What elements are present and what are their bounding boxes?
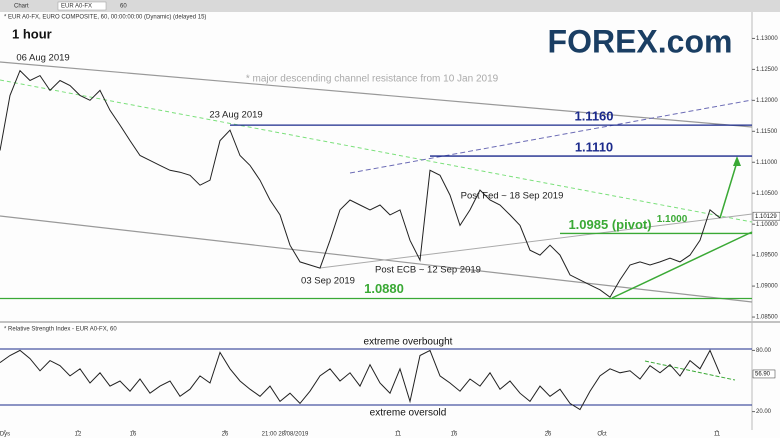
level-label: 1.1000	[657, 214, 688, 225]
channel-resistance	[0, 61, 753, 128]
annotation: Post Fed ~ 18 Sep 2019	[461, 191, 564, 202]
annotation: Post ECB ~ 12 Sep 2019	[375, 265, 481, 276]
y-tick-label: 80.00	[756, 348, 772, 354]
header: * EUR A0-FX, EURO COMPOSITE, 60, 00:00:0…	[4, 15, 206, 21]
toolbar-chart[interactable]: Chart	[14, 4, 29, 10]
x-tick-label: 26	[545, 432, 552, 438]
last-price: 1.10129	[755, 214, 777, 220]
trend-dashed-upper	[349, 99, 753, 174]
y-tick-label: 1.12000	[756, 98, 778, 104]
arrow-head	[733, 156, 741, 166]
channel-support	[0, 215, 753, 303]
toolbar-interval[interactable]: 60	[120, 4, 127, 10]
trend-dashed	[0, 79, 753, 223]
x-tick-label: 26	[222, 432, 229, 438]
x-tick-label: 12	[75, 432, 82, 438]
last-value: 56.90	[755, 372, 771, 378]
level-label: 1.0985 (pivot)	[568, 217, 651, 232]
y-tick-label: 1.09000	[756, 284, 778, 290]
last-price-box	[752, 211, 780, 221]
y-tick-label: 1.11000	[756, 160, 778, 166]
note: * major descending channel resistance fr…	[246, 74, 499, 85]
zone-label: extreme oversold	[370, 408, 447, 419]
annotation: 06 Aug 2019	[16, 53, 69, 64]
x-tick-label: Dys	[0, 432, 10, 438]
y-tick-label: 1.08500	[756, 315, 778, 321]
toolbar	[0, 0, 780, 12]
x-tick-label: 16	[451, 432, 458, 438]
zone-label: extreme overbought	[364, 337, 453, 348]
pane-title: * Relative Strength Index - EUR A0-FX, 6…	[4, 327, 117, 333]
logo: FOREX.com	[548, 23, 733, 59]
x-tick-label: 21:00 28/08/2019	[262, 432, 309, 438]
arrow	[719, 161, 738, 219]
y-tick-label: 1.12500	[756, 67, 778, 73]
x-tick-label: 16	[130, 432, 137, 438]
price-line	[0, 69, 721, 298]
x-tick-label: Oct	[597, 432, 607, 438]
toolbar-symbol[interactable]: EUR A0-FX	[61, 4, 92, 10]
pane-title: 1 hour	[12, 26, 52, 41]
y-tick-label: 1.09500	[756, 253, 778, 259]
annotation: 03 Sep 2019	[301, 276, 355, 287]
price-line	[0, 349, 721, 411]
x-tick-label: 11	[714, 432, 721, 438]
rsi-trend	[644, 360, 736, 381]
x-tick-label: 11	[395, 432, 402, 438]
level-label: 1.1110	[575, 140, 613, 155]
level-label: 1.1160	[574, 109, 613, 124]
y-tick-label: 1.11500	[756, 129, 778, 135]
trend-line	[319, 213, 753, 269]
symbol-box[interactable]	[57, 1, 107, 11]
y-tick-label: 20.00	[756, 409, 772, 415]
support-line	[611, 231, 753, 299]
y-tick-label: 1.13000	[756, 36, 778, 42]
y-tick-label: 1.10500	[756, 191, 778, 197]
level-label: 1.0880	[364, 281, 404, 296]
last-value-box	[752, 369, 776, 379]
annotation: 23 Aug 2019	[209, 110, 262, 121]
y-tick-label: 1.10000	[756, 222, 778, 228]
